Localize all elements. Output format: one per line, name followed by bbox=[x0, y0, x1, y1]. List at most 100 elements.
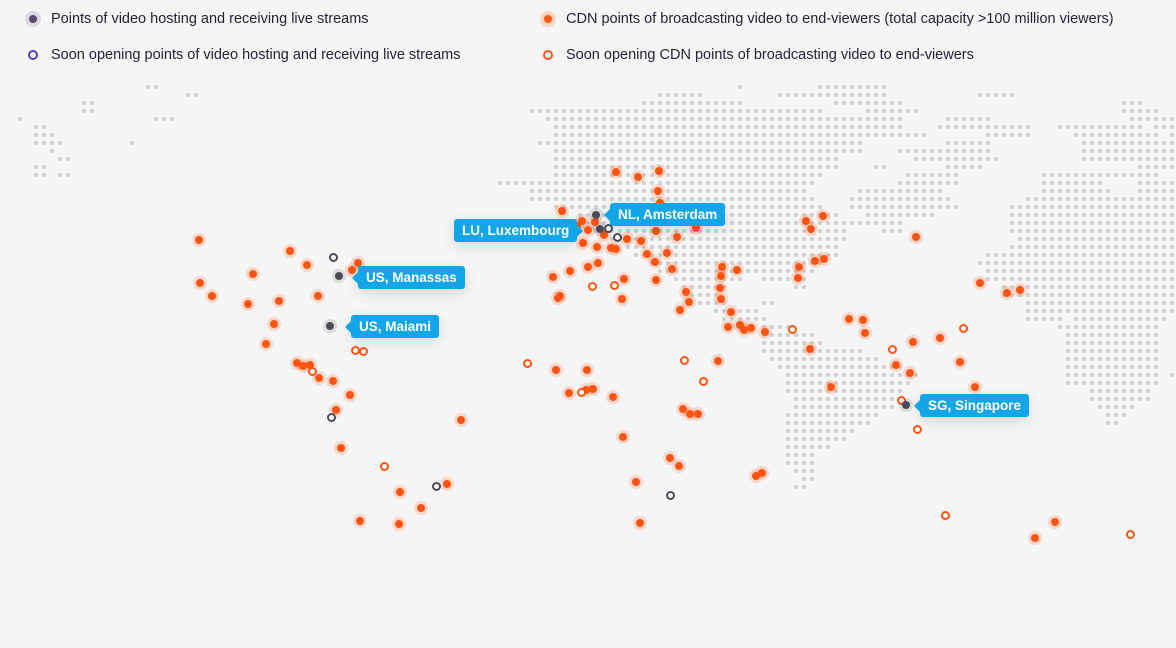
cdn-point-marker[interactable] bbox=[600, 231, 608, 239]
cdn-point-marker[interactable] bbox=[623, 235, 631, 243]
cdn-point-marker[interactable] bbox=[643, 250, 651, 258]
soon-cdn-point-marker[interactable] bbox=[912, 424, 922, 434]
cdn-point-marker[interactable] bbox=[443, 480, 451, 488]
cdn-point-marker[interactable] bbox=[752, 472, 760, 480]
cdn-point-marker[interactable] bbox=[652, 276, 660, 284]
cdn-point-marker[interactable] bbox=[859, 316, 867, 324]
cdn-point-marker[interactable] bbox=[354, 259, 362, 267]
cdn-point-marker[interactable] bbox=[827, 383, 835, 391]
soon-cdn-point-marker[interactable] bbox=[787, 324, 797, 334]
cdn-point-marker[interactable] bbox=[583, 366, 591, 374]
cdn-point-marker[interactable] bbox=[315, 374, 323, 382]
cdn-point-marker[interactable] bbox=[724, 323, 732, 331]
cdn-point-marker[interactable] bbox=[976, 279, 984, 287]
cdn-point-marker[interactable] bbox=[637, 237, 645, 245]
cdn-point-marker[interactable] bbox=[663, 249, 671, 257]
cdn-point-marker[interactable] bbox=[262, 340, 270, 348]
cdn-point-marker[interactable] bbox=[806, 345, 814, 353]
cdn-point-marker[interactable] bbox=[673, 233, 681, 241]
cdn-point-marker[interactable] bbox=[303, 261, 311, 269]
cdn-point-marker[interactable] bbox=[634, 173, 642, 181]
soon-cdn-point-marker[interactable] bbox=[576, 387, 586, 397]
cdn-point-marker[interactable] bbox=[554, 294, 562, 302]
cdn-point-marker[interactable] bbox=[655, 167, 663, 175]
cdn-point-marker[interactable] bbox=[717, 295, 725, 303]
cdn-point-marker[interactable] bbox=[329, 377, 337, 385]
cdn-point-marker[interactable] bbox=[337, 444, 345, 452]
cdn-point-marker[interactable] bbox=[845, 315, 853, 323]
cdn-point-marker[interactable] bbox=[956, 358, 964, 366]
cdn-point-marker[interactable] bbox=[971, 383, 979, 391]
cdn-point-marker[interactable] bbox=[668, 265, 676, 273]
cdn-point-marker[interactable] bbox=[286, 247, 294, 255]
cdn-point-marker[interactable] bbox=[686, 410, 694, 418]
cdn-point-marker[interactable] bbox=[717, 272, 725, 280]
cdn-point-marker[interactable] bbox=[395, 520, 403, 528]
cdn-point-marker[interactable] bbox=[594, 259, 602, 267]
cdn-point-marker[interactable] bbox=[612, 168, 620, 176]
cdn-point-marker[interactable] bbox=[820, 255, 828, 263]
cdn-point-marker[interactable] bbox=[552, 366, 560, 374]
cdn-point-marker[interactable] bbox=[740, 326, 748, 334]
cdn-point-marker[interactable] bbox=[761, 328, 769, 336]
cdn-point-marker[interactable] bbox=[685, 298, 693, 306]
cdn-point-marker[interactable] bbox=[676, 306, 684, 314]
cdn-point-marker[interactable] bbox=[593, 243, 601, 251]
cdn-point-marker[interactable] bbox=[299, 362, 307, 370]
cdn-point-marker[interactable] bbox=[549, 273, 557, 281]
cdn-point-marker[interactable] bbox=[692, 224, 700, 232]
cdn-point-marker[interactable] bbox=[566, 267, 574, 275]
cdn-point-marker[interactable] bbox=[682, 288, 690, 296]
hosting-point-marker[interactable] bbox=[335, 272, 343, 280]
cdn-point-marker[interactable] bbox=[811, 257, 819, 265]
cdn-point-marker[interactable] bbox=[807, 225, 815, 233]
soon-cdn-point-marker[interactable] bbox=[958, 323, 968, 333]
cdn-point-marker[interactable] bbox=[619, 433, 627, 441]
cdn-point-marker[interactable] bbox=[196, 279, 204, 287]
cdn-point-marker[interactable] bbox=[892, 361, 900, 369]
cdn-point-marker[interactable] bbox=[396, 488, 404, 496]
soon-hosting-point-marker[interactable] bbox=[665, 490, 675, 500]
cdn-point-marker[interactable] bbox=[802, 217, 810, 225]
cdn-point-marker[interactable] bbox=[249, 270, 257, 278]
soon-hosting-point-marker[interactable] bbox=[326, 412, 336, 422]
cdn-point-marker[interactable] bbox=[936, 334, 944, 342]
soon-cdn-point-marker[interactable] bbox=[940, 510, 950, 520]
cdn-point-marker[interactable] bbox=[718, 263, 726, 271]
cdn-point-marker[interactable] bbox=[591, 218, 599, 226]
cdn-point-marker[interactable] bbox=[332, 406, 340, 414]
cdn-point-marker[interactable] bbox=[694, 410, 702, 418]
cdn-point-marker[interactable] bbox=[714, 357, 722, 365]
cdn-point-marker[interactable] bbox=[733, 266, 741, 274]
cdn-point-marker[interactable] bbox=[244, 300, 252, 308]
cdn-point-marker[interactable] bbox=[306, 361, 314, 369]
soon-hosting-point-marker[interactable] bbox=[612, 232, 622, 242]
cdn-point-marker[interactable] bbox=[654, 187, 662, 195]
cdn-point-marker[interactable] bbox=[293, 359, 301, 367]
hosting-point-marker[interactable] bbox=[596, 225, 604, 233]
cdn-point-marker[interactable] bbox=[584, 226, 592, 234]
cdn-point-marker[interactable] bbox=[652, 227, 660, 235]
cdn-point-marker[interactable] bbox=[794, 274, 802, 282]
soon-hosting-point-marker[interactable] bbox=[431, 481, 441, 491]
cdn-point-marker[interactable] bbox=[314, 292, 322, 300]
soon-cdn-point-marker[interactable] bbox=[896, 395, 906, 405]
soon-cdn-point-marker[interactable] bbox=[522, 358, 532, 368]
cdn-point-marker[interactable] bbox=[618, 295, 626, 303]
soon-cdn-point-marker[interactable] bbox=[679, 355, 689, 365]
soon-cdn-point-marker[interactable] bbox=[358, 346, 368, 356]
cdn-point-marker[interactable] bbox=[1016, 286, 1024, 294]
cdn-point-marker[interactable] bbox=[346, 391, 354, 399]
cdn-point-marker[interactable] bbox=[906, 369, 914, 377]
cdn-point-marker[interactable] bbox=[1003, 289, 1011, 297]
cdn-point-marker[interactable] bbox=[747, 324, 755, 332]
cdn-point-marker[interactable] bbox=[558, 207, 566, 215]
hosting-point-marker[interactable] bbox=[592, 211, 600, 219]
cdn-point-marker[interactable] bbox=[584, 263, 592, 271]
cdn-point-marker[interactable] bbox=[819, 212, 827, 220]
cdn-point-marker[interactable] bbox=[417, 504, 425, 512]
cdn-point-marker[interactable] bbox=[861, 329, 869, 337]
cdn-point-marker[interactable] bbox=[270, 320, 278, 328]
cdn-point-marker[interactable] bbox=[912, 233, 920, 241]
cdn-point-marker[interactable] bbox=[609, 393, 617, 401]
